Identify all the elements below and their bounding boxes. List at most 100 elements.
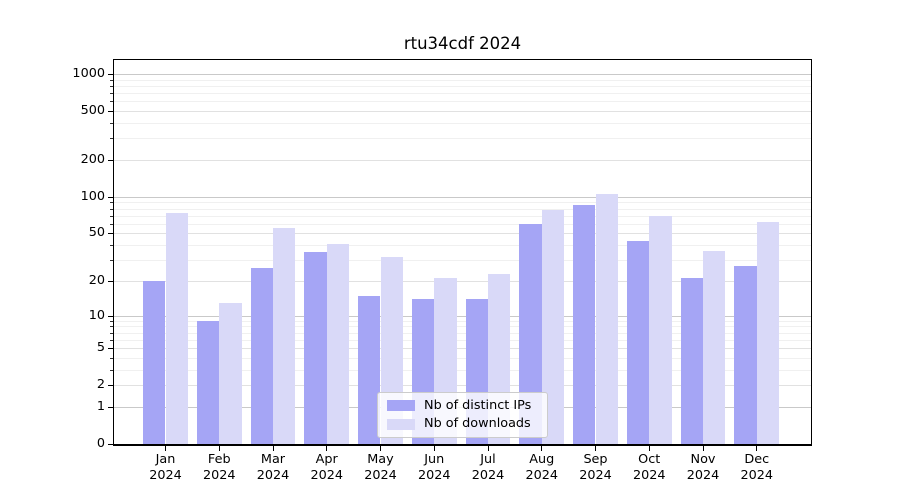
bar-downloads-jan — [165, 212, 188, 444]
y-tick-label: 500 — [80, 103, 105, 119]
gridline-mid — [114, 233, 811, 235]
x-tick — [165, 446, 166, 451]
y-tick — [108, 74, 113, 76]
y-tick-label: 0 — [96, 436, 105, 451]
y-tick-label: 20 — [88, 272, 105, 288]
bar-distinct-ips-dec — [734, 265, 757, 444]
x-tick-label: Apr — [315, 452, 338, 467]
y-tick-minor — [110, 215, 113, 217]
bar-distinct-ips-sep — [573, 205, 596, 444]
y-tick-minor — [110, 208, 113, 210]
legend-item-distinct-ips: Nb of distinct IPs — [387, 398, 538, 414]
bar-distinct-ips-feb — [196, 320, 220, 444]
bar-distinct-ips-jan — [143, 280, 166, 444]
gridline-minor — [114, 79, 811, 81]
gridline-minor — [114, 223, 811, 225]
gridline-minor — [114, 339, 811, 341]
x-tick — [380, 446, 381, 451]
x-tick-label: Jan — [155, 452, 176, 467]
legend-label-downloads: Nb of downloads — [424, 416, 531, 432]
x-tick — [541, 446, 543, 451]
y-tick-label: 200 — [80, 152, 105, 168]
y-tick-label: 10 — [88, 307, 105, 323]
y-tick-minor — [110, 245, 113, 247]
bar-downloads-oct — [649, 215, 672, 444]
x-tick-label: 2024 — [364, 468, 397, 483]
x-tick-label: Jul — [480, 452, 496, 467]
legend-swatch-downloads — [387, 418, 415, 430]
x-tick-label: May — [367, 452, 394, 467]
bar-downloads-dec — [756, 222, 780, 444]
gridline-mid — [114, 280, 811, 282]
x-tick — [326, 446, 328, 451]
gridline-minor — [114, 332, 811, 334]
x-tick — [756, 446, 758, 451]
legend-label-distinct-ips: Nb of distinct IPs — [424, 397, 532, 413]
y-tick-minor — [110, 260, 113, 262]
gridline-minor — [114, 138, 811, 140]
y-tick — [108, 406, 113, 408]
gridline-minor — [114, 260, 811, 262]
gridline-minor — [114, 85, 811, 87]
gridline-major — [114, 196, 811, 198]
y-tick-label: 5 — [96, 340, 105, 356]
x-tick-label: Sep — [583, 452, 608, 467]
gridline-mid — [114, 385, 811, 387]
y-tick-minor — [110, 79, 113, 81]
y-tick-minor — [110, 138, 113, 140]
y-tick-minor — [110, 339, 113, 341]
x-tick-label: 2024 — [202, 468, 236, 483]
y-tick-minor — [110, 223, 113, 225]
gridline-minor — [114, 202, 811, 204]
x-tick-label: 2024 — [740, 468, 774, 483]
y-tick — [108, 348, 113, 350]
x-tick-label: Dec — [744, 452, 770, 467]
x-tick-label: Feb — [207, 452, 231, 467]
x-tick-label: 2024 — [256, 468, 290, 483]
x-tick — [595, 446, 596, 451]
bar-downloads-mar — [273, 227, 296, 444]
y-tick — [108, 233, 113, 235]
gridline-major — [114, 315, 811, 317]
y-tick-minor — [110, 320, 113, 322]
y-tick-minor — [110, 357, 113, 359]
legend-swatch-distinct-ips — [387, 400, 415, 412]
bar-distinct-ips-nov — [680, 278, 703, 444]
x-tick-label: 2024 — [471, 468, 505, 483]
chart-title: rtu34cdf 2024 — [403, 34, 522, 53]
x-tick — [433, 446, 435, 451]
x-tick-label: Oct — [638, 452, 661, 467]
x-tick-label: 2024 — [686, 468, 720, 483]
x-tick — [487, 446, 489, 451]
y-tick — [108, 444, 113, 445]
x-tick-label: 2024 — [525, 468, 559, 483]
x-tick-label: Jun — [424, 452, 445, 467]
gridline-minor — [114, 320, 811, 322]
gridline-minor — [114, 208, 811, 210]
y-tick-minor — [110, 101, 113, 103]
bar-downloads-feb — [219, 302, 242, 444]
y-tick-minor — [110, 202, 113, 204]
x-tick-label: 2024 — [632, 468, 666, 483]
gridline-mid — [114, 160, 811, 162]
gridline-minor — [114, 93, 811, 95]
y-tick-label: 2 — [96, 377, 105, 393]
bar-distinct-ips-may — [358, 295, 381, 444]
x-tick-label: 2024 — [579, 468, 612, 483]
y-tick — [108, 385, 113, 387]
y-tick — [108, 280, 113, 282]
bar-distinct-ips-apr — [304, 252, 327, 444]
bar-distinct-ips-mar — [250, 267, 273, 444]
gridline-mid — [114, 111, 811, 113]
bar-distinct-ips-oct — [626, 241, 650, 444]
x-tick-label: Aug — [529, 452, 555, 467]
x-tick-label: Nov — [690, 452, 716, 467]
x-tick-label: 2024 — [310, 468, 344, 483]
gridline-minor — [114, 101, 811, 103]
y-tick-label: 50 — [88, 225, 105, 241]
y-tick — [108, 196, 113, 198]
axis-spine-top — [113, 59, 812, 60]
y-tick-minor — [110, 85, 113, 87]
bar-downloads-nov — [703, 250, 726, 444]
